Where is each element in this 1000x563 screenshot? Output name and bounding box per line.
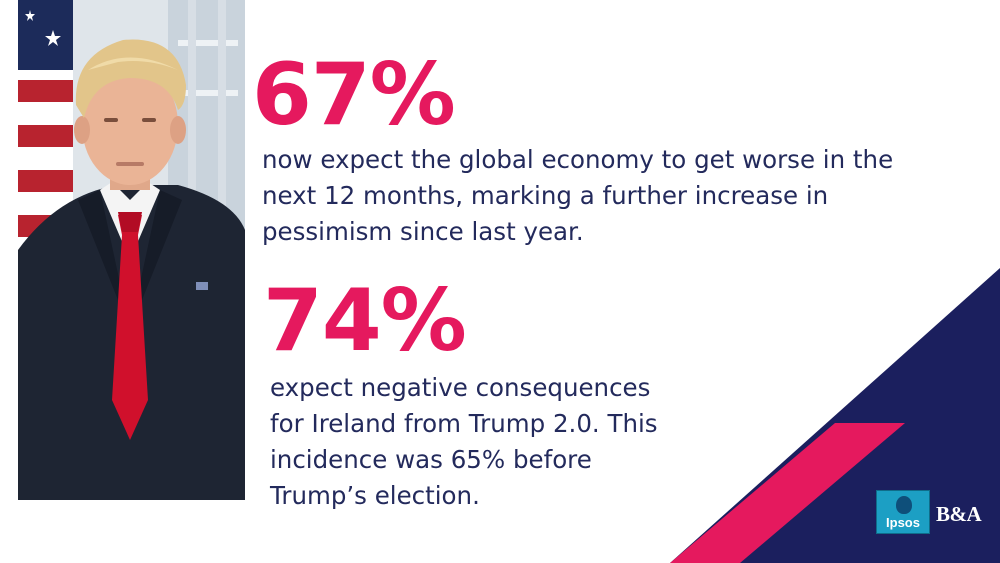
stat-description-ireland: expect negative consequences for Ireland… (270, 373, 658, 510)
stat-percentage-ireland: 74% (263, 271, 467, 371)
ipsos-mark-icon (896, 496, 912, 514)
stat-percentage-economy: 67% (252, 45, 456, 145)
stat-description-economy: now expect the global economy to get wor… (262, 145, 894, 246)
ipsos-logo: Ipsos (876, 490, 930, 534)
ipsos-logo-label: Ipsos (886, 515, 920, 530)
portrait-photo (18, 0, 245, 500)
brand-logos: Ipsos B&A (876, 490, 986, 534)
ba-logo: B&A (936, 502, 982, 526)
pink-stripe-decor (670, 423, 905, 563)
